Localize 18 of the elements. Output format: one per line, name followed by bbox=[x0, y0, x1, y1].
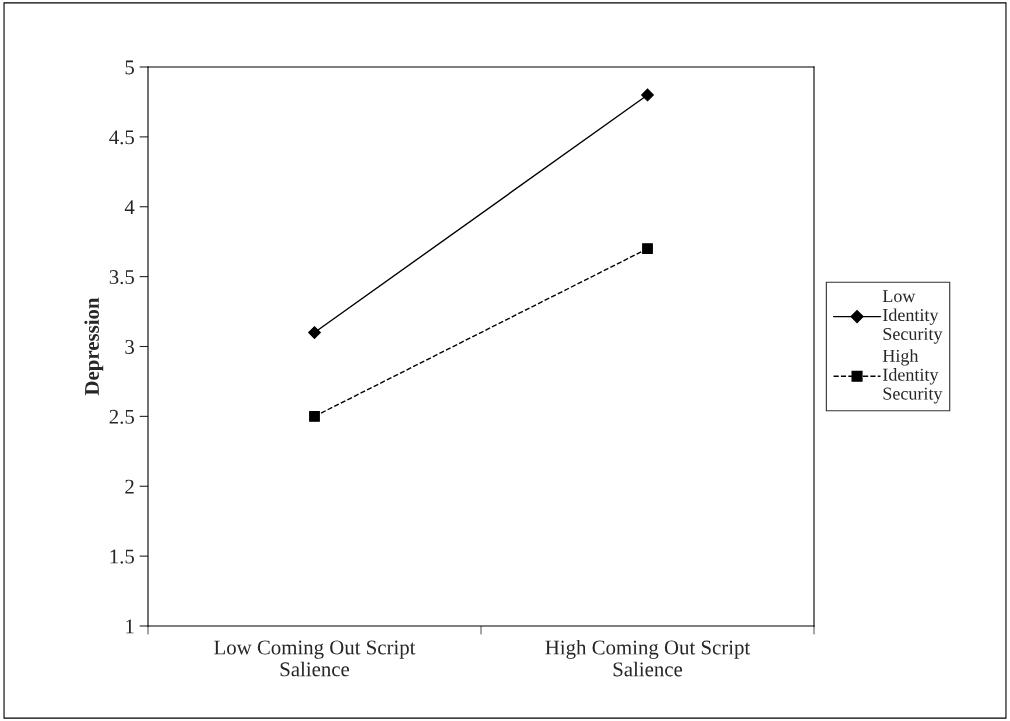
point bbox=[641, 88, 654, 102]
y-tick-label: 3.5 bbox=[109, 270, 134, 285]
y-tick-label: 3 bbox=[125, 339, 134, 354]
point bbox=[642, 243, 653, 255]
point bbox=[308, 326, 321, 339]
y-tick-label: 2.5 bbox=[109, 409, 134, 424]
y-tick-label: 4 bbox=[124, 200, 135, 214]
x-tick-label: High Coming Out Script Salience bbox=[545, 639, 751, 677]
y-tick-label: 1.5 bbox=[110, 549, 134, 564]
y-tick-label: 1 bbox=[126, 619, 134, 634]
y-axis-title: Depression bbox=[84, 297, 104, 396]
y-tick-label: 4.5 bbox=[109, 130, 134, 145]
x-tick-label: Low Coming Out Script Salience bbox=[214, 640, 416, 677]
legend-label: High Identity Security bbox=[882, 349, 943, 404]
y-tick-label: 2 bbox=[125, 479, 134, 494]
legend-label: Low Identity Security bbox=[882, 290, 943, 344]
point bbox=[309, 410, 320, 422]
y-tick-label: 5 bbox=[125, 60, 134, 75]
